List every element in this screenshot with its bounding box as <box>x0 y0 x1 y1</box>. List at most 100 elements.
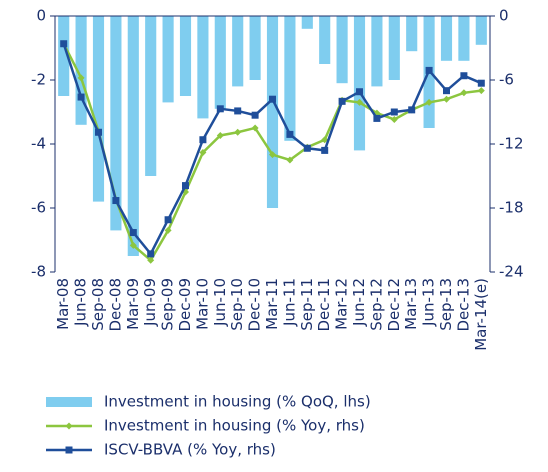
x-tick-label: Mar-12 <box>333 278 351 330</box>
line-marker <box>269 151 276 159</box>
bar <box>284 16 296 141</box>
line-marker <box>443 95 450 103</box>
x-tick-label: Jun-10 <box>211 278 229 327</box>
x-tick-label: Mar-08 <box>54 278 72 330</box>
bar <box>458 16 470 61</box>
legend-label: Investment in housing (% QoQ, lhs) <box>104 393 371 411</box>
line-marker <box>216 131 224 139</box>
bar <box>249 16 261 80</box>
y-tick-label: -2 <box>31 71 46 89</box>
x-tick-label: Dec-11 <box>315 278 333 332</box>
bar <box>127 16 139 256</box>
x-tick-label: Dec-09 <box>176 278 194 332</box>
line-marker <box>460 72 468 80</box>
y-tick-label: -8 <box>31 263 46 281</box>
line-marker <box>95 128 102 136</box>
line-marker <box>251 111 259 119</box>
legend-item: Investment in housing (% Yoy, rhs) <box>46 417 365 435</box>
line-marker <box>60 40 68 48</box>
bar <box>319 16 331 64</box>
x-tick-label: Jun-09 <box>141 278 159 327</box>
line-marker <box>164 226 172 234</box>
x-tick-label: Sep-13 <box>437 278 455 331</box>
x-tick-label: Dec-08 <box>106 278 124 332</box>
legend-item: Investment in housing (% QoQ, lhs) <box>46 393 371 411</box>
bar <box>371 16 383 87</box>
line-marker <box>286 130 294 138</box>
bar <box>58 16 70 96</box>
line-marker <box>216 105 224 113</box>
bar <box>388 16 400 80</box>
legend-swatch <box>46 397 92 407</box>
line-marker <box>65 446 73 454</box>
line-marker <box>477 87 485 95</box>
legend-item: ISCV-BBVA (% Yoy, rhs) <box>46 441 276 459</box>
y2-tick-label: -6 <box>499 71 514 89</box>
line-marker <box>199 136 207 144</box>
line-marker <box>390 108 398 116</box>
bar <box>92 16 105 202</box>
bar <box>232 16 244 87</box>
line-marker <box>373 114 381 122</box>
line-marker <box>77 74 85 82</box>
y-tick-label: -6 <box>31 199 46 217</box>
bar <box>475 16 487 45</box>
line-marker <box>129 241 137 249</box>
bar <box>179 16 192 96</box>
line-marker <box>338 97 346 105</box>
line-marker <box>356 88 363 96</box>
line-marker <box>65 422 73 430</box>
y-tick-label: 0 <box>36 7 46 25</box>
bar <box>162 16 174 103</box>
line-marker <box>460 89 468 97</box>
line-marker <box>321 136 329 144</box>
legend-label: ISCV-BBVA (% Yoy, rhs) <box>104 441 276 459</box>
bar <box>110 16 122 231</box>
x-tick-label: Sep-08 <box>89 278 107 331</box>
x-tick-label: Dec-13 <box>454 278 472 332</box>
line-series <box>60 40 485 258</box>
line-marker <box>129 229 137 237</box>
line-marker <box>408 106 416 114</box>
x-tick-label: Dec-10 <box>246 278 264 332</box>
bar <box>440 16 453 61</box>
x-tick-label: Mar-10 <box>193 278 211 330</box>
line-marker <box>164 216 172 224</box>
x-tick-label: Sep-12 <box>367 278 385 331</box>
line-marker <box>199 149 207 157</box>
x-tick-label: Sep-10 <box>228 278 246 331</box>
x-tick-label: Sep-09 <box>159 278 177 331</box>
x-tick-label: Jun-13 <box>420 278 438 327</box>
line-marker <box>477 79 485 87</box>
bar <box>406 16 418 52</box>
x-tick-label: Dec-12 <box>385 278 403 332</box>
x-tick-label: Mar-09 <box>124 278 142 330</box>
line-marker <box>182 182 189 190</box>
bar <box>266 16 279 208</box>
line-marker <box>147 250 155 258</box>
line-marker <box>112 197 120 205</box>
line-marker <box>286 156 294 164</box>
bar <box>214 16 226 109</box>
bar <box>301 16 313 29</box>
x-tick-label: Jun-12 <box>350 278 368 327</box>
x-tick-label: Mar-11 <box>263 278 281 330</box>
line-marker <box>77 93 85 101</box>
bar <box>145 16 157 176</box>
line-marker <box>321 146 329 154</box>
bar <box>75 16 87 125</box>
line-marker <box>251 124 259 132</box>
line-marker <box>425 98 433 106</box>
line-marker <box>269 95 276 103</box>
x-tick-label: Mar-13 <box>402 278 420 330</box>
y-tick-label: -4 <box>31 135 46 153</box>
line-marker <box>443 87 450 95</box>
x-tick-label: Jun-08 <box>72 278 90 327</box>
x-tick-label: Jun-11 <box>280 278 298 327</box>
line-marker <box>147 256 155 264</box>
line-marker <box>234 128 242 136</box>
x-tick-label: Mar-14(e) <box>472 278 490 351</box>
line-marker <box>390 115 398 123</box>
bar <box>353 16 366 151</box>
